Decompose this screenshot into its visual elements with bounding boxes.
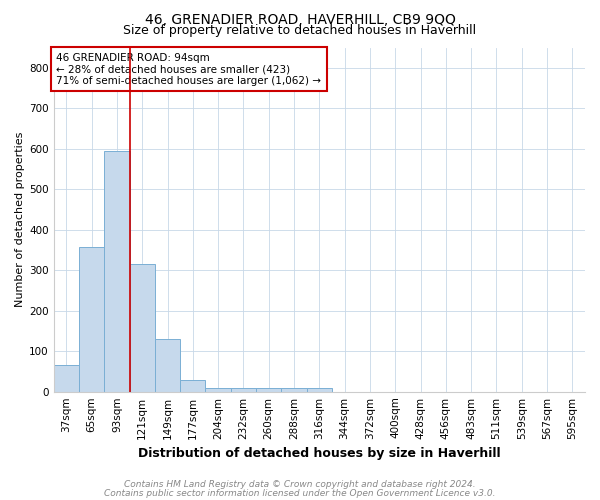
Text: Size of property relative to detached houses in Haverhill: Size of property relative to detached ho… xyxy=(124,24,476,37)
Text: Contains HM Land Registry data © Crown copyright and database right 2024.: Contains HM Land Registry data © Crown c… xyxy=(124,480,476,489)
Bar xyxy=(256,388,281,392)
Bar xyxy=(231,388,256,392)
Bar xyxy=(130,264,155,392)
Bar xyxy=(281,388,307,392)
Bar xyxy=(53,366,79,392)
Bar xyxy=(307,388,332,392)
Text: 46 GRENADIER ROAD: 94sqm
← 28% of detached houses are smaller (423)
71% of semi-: 46 GRENADIER ROAD: 94sqm ← 28% of detach… xyxy=(56,52,322,86)
Text: Contains public sector information licensed under the Open Government Licence v3: Contains public sector information licen… xyxy=(104,488,496,498)
Bar xyxy=(155,339,180,392)
Bar xyxy=(104,151,130,392)
Bar xyxy=(205,388,231,392)
X-axis label: Distribution of detached houses by size in Haverhill: Distribution of detached houses by size … xyxy=(138,447,500,460)
Text: 46, GRENADIER ROAD, HAVERHILL, CB9 9QQ: 46, GRENADIER ROAD, HAVERHILL, CB9 9QQ xyxy=(145,12,455,26)
Bar xyxy=(180,380,205,392)
Y-axis label: Number of detached properties: Number of detached properties xyxy=(15,132,25,308)
Bar xyxy=(79,246,104,392)
